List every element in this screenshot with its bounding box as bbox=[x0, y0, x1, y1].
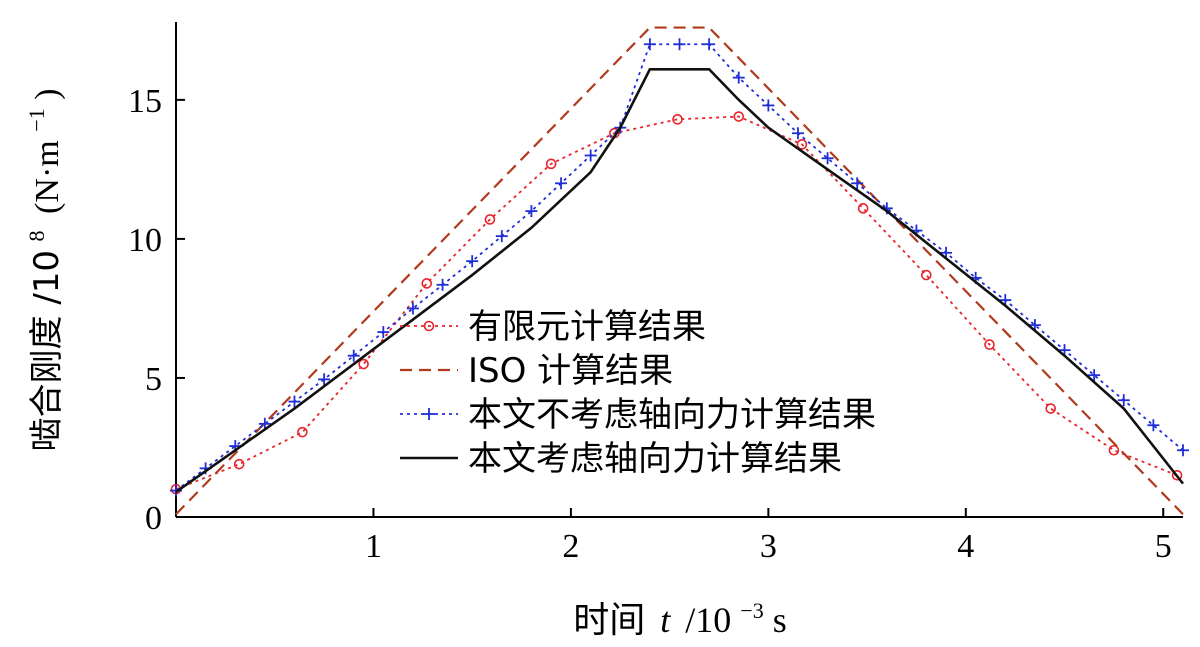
y-axis-title-exponent: 8 bbox=[24, 230, 49, 241]
series-layer bbox=[170, 26, 1189, 515]
data-point bbox=[466, 255, 479, 268]
data-point bbox=[1088, 369, 1101, 382]
data-point bbox=[984, 339, 995, 350]
data-point bbox=[377, 326, 390, 339]
data-point bbox=[733, 111, 745, 122]
data-point bbox=[762, 99, 775, 112]
data-point bbox=[406, 302, 419, 315]
y-tick-label: 5 bbox=[145, 361, 162, 398]
x-axis-title-variable: t bbox=[660, 600, 671, 640]
x-axis-title-unit: /10 bbox=[685, 600, 731, 640]
data-point bbox=[673, 38, 686, 51]
x-tick-label: 5 bbox=[1155, 528, 1172, 565]
series-line-3 bbox=[175, 67, 1185, 494]
x-tick-label: 4 bbox=[957, 528, 974, 565]
data-point bbox=[525, 205, 538, 218]
x-tick-label: 3 bbox=[760, 528, 777, 565]
y-tick-label: 10 bbox=[128, 222, 162, 259]
series-1 bbox=[175, 26, 1184, 515]
y-axis-title-close: ) bbox=[29, 89, 66, 100]
data-point bbox=[857, 203, 869, 214]
data-point bbox=[233, 458, 245, 470]
data-point bbox=[1117, 394, 1130, 407]
series-0 bbox=[170, 111, 1183, 495]
y-axis-title-unit-exponent: −1 bbox=[24, 108, 49, 131]
data-point bbox=[484, 214, 496, 225]
series-line-2 bbox=[175, 43, 1184, 492]
legend-marker bbox=[423, 408, 435, 420]
y-tick-label: 0 bbox=[145, 500, 162, 537]
data-point bbox=[791, 127, 804, 140]
x-axis-title-text: 时间 bbox=[573, 600, 645, 641]
y-axis-title: 啮合刚度 /10 8 (N·m −1 ) bbox=[15, 89, 67, 452]
series-line-1 bbox=[175, 26, 1184, 515]
y-axis-title-unit: (N·m bbox=[29, 140, 66, 214]
legend-label: ISO 计算结果 bbox=[468, 351, 673, 391]
x-tick-label: 1 bbox=[365, 528, 382, 565]
axes: 1 2 3 4 5 0 5 10 15 bbox=[128, 22, 1183, 565]
data-point bbox=[495, 230, 508, 243]
legend-label: 有限元计算结果 bbox=[468, 307, 706, 347]
data-point bbox=[347, 349, 360, 362]
data-point bbox=[796, 139, 808, 150]
legend-item-2: 本文不考虑轴向力计算结果 bbox=[400, 395, 876, 435]
data-point bbox=[555, 177, 568, 190]
legend-item-0: 有限元计算结果 bbox=[400, 307, 706, 347]
x-tick-label: 2 bbox=[562, 528, 579, 565]
data-point bbox=[297, 426, 308, 438]
data-point bbox=[358, 358, 369, 370]
x-axis-title: 时间 t /10 −3 s bbox=[573, 586, 786, 641]
legend-label: 本文不考虑轴向力计算结果 bbox=[468, 395, 876, 435]
data-point bbox=[643, 38, 656, 51]
data-point bbox=[921, 269, 932, 281]
y-tick-label: 15 bbox=[128, 83, 162, 120]
y-axis-title-text: 啮合刚度 /10 bbox=[27, 250, 67, 452]
data-point bbox=[851, 177, 864, 190]
data-point bbox=[1171, 469, 1183, 481]
legend-item-3: 本文考虑轴向力计算结果 bbox=[400, 439, 842, 479]
data-point bbox=[1147, 419, 1160, 432]
series-2 bbox=[170, 38, 1189, 497]
legend-label: 本文考虑轴向力计算结果 bbox=[468, 439, 842, 479]
x-axis-title-suffix: s bbox=[773, 600, 787, 640]
data-point bbox=[288, 395, 301, 408]
data-point bbox=[545, 158, 557, 170]
data-point bbox=[421, 278, 433, 289]
x-axis-title-exponent: −3 bbox=[740, 598, 763, 623]
data-point bbox=[672, 114, 683, 125]
data-point bbox=[584, 149, 597, 162]
series-3 bbox=[175, 67, 1185, 494]
data-point bbox=[318, 373, 331, 386]
data-point bbox=[732, 71, 745, 84]
data-point bbox=[1108, 444, 1120, 456]
legend-marker bbox=[423, 320, 435, 332]
data-point bbox=[1045, 403, 1057, 414]
data-point bbox=[703, 38, 716, 51]
data-point bbox=[436, 278, 449, 291]
legend-item-1: ISO 计算结果 bbox=[400, 351, 673, 391]
data-point bbox=[1177, 444, 1189, 457]
data-point bbox=[821, 152, 834, 165]
